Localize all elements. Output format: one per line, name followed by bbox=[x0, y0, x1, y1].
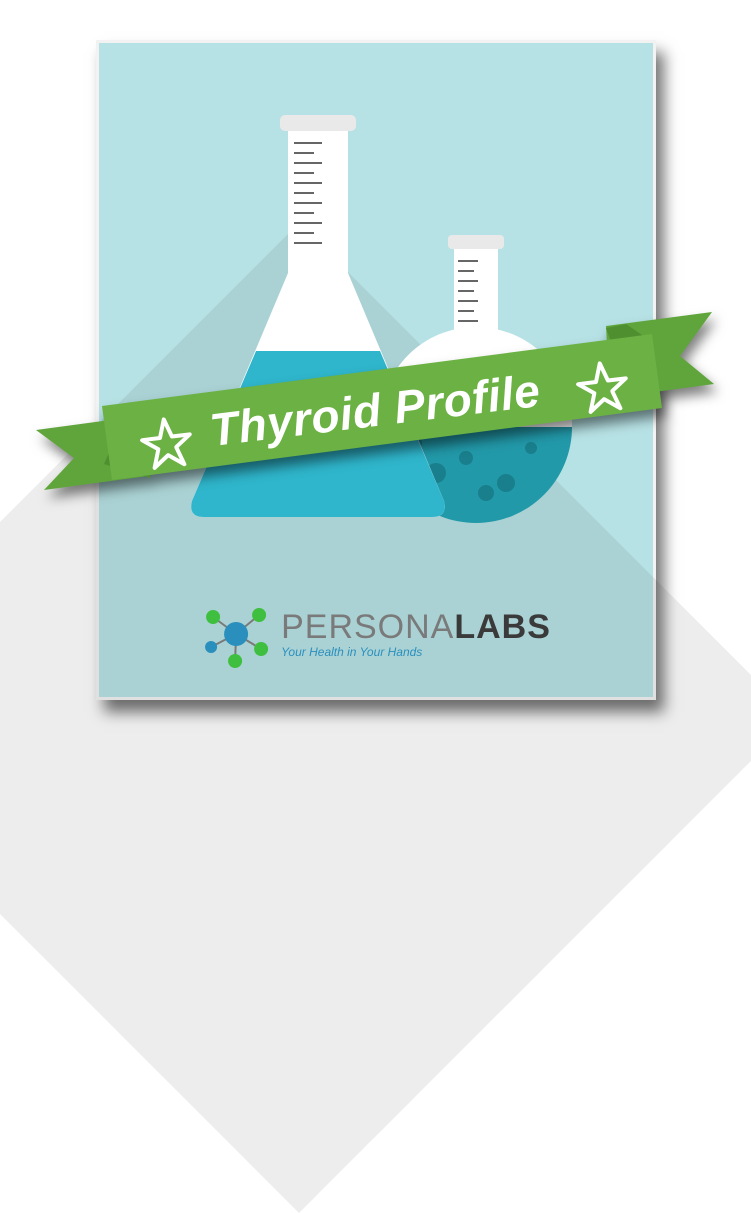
product-card: PERSONALABS Your Health in Your Hands bbox=[96, 40, 656, 700]
logo-tagline: Your Health in Your Hands bbox=[281, 646, 551, 658]
logo-word-thin: PERSONA bbox=[281, 608, 454, 646]
flasks-svg bbox=[156, 113, 596, 533]
logo-text: PERSONALABS Your Health in Your Hands bbox=[281, 610, 551, 658]
erlenmeyer-flask-icon bbox=[191, 115, 445, 517]
logo-mark-icon bbox=[201, 599, 271, 669]
logo-word-bold: LABS bbox=[454, 608, 551, 646]
logo-wordmark: PERSONALABS bbox=[281, 610, 551, 644]
brand-logo: PERSONALABS Your Health in Your Hands bbox=[201, 599, 551, 669]
flasks-illustration bbox=[156, 113, 596, 533]
